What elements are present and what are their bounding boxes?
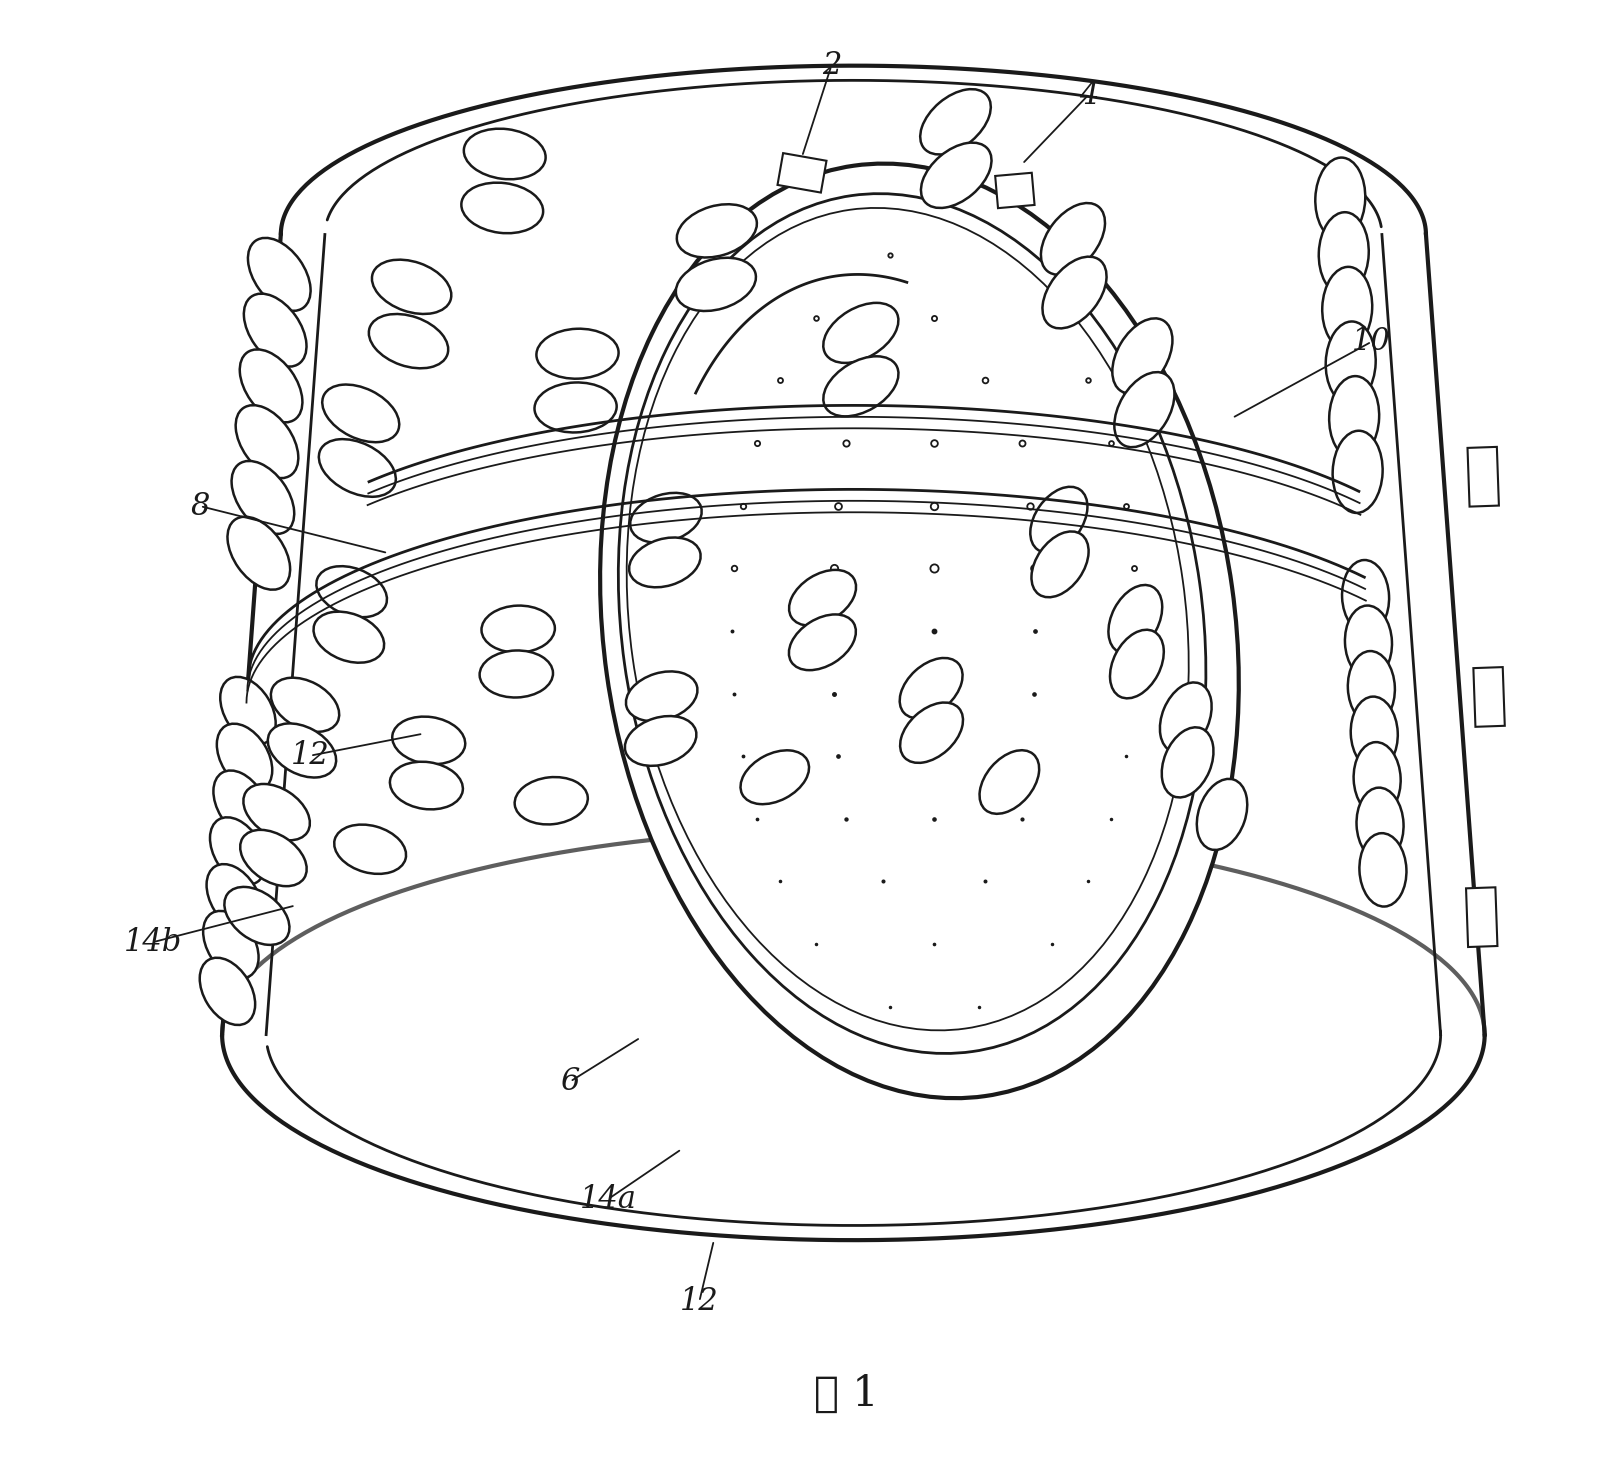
Ellipse shape [239, 350, 303, 422]
Ellipse shape [334, 824, 406, 874]
Ellipse shape [1030, 486, 1088, 553]
Text: 14a: 14a [579, 1184, 637, 1215]
Ellipse shape [217, 723, 273, 791]
Ellipse shape [231, 461, 294, 534]
Ellipse shape [462, 182, 544, 233]
Ellipse shape [1360, 833, 1407, 907]
Ellipse shape [271, 677, 338, 732]
Ellipse shape [1322, 267, 1373, 350]
Ellipse shape [1351, 697, 1397, 771]
Ellipse shape [207, 864, 261, 931]
Ellipse shape [319, 439, 396, 496]
Bar [1474, 667, 1505, 726]
Ellipse shape [1315, 157, 1365, 240]
Ellipse shape [1318, 212, 1368, 295]
Text: 10: 10 [1352, 326, 1391, 357]
Ellipse shape [204, 911, 258, 978]
Ellipse shape [1161, 728, 1214, 797]
Ellipse shape [534, 382, 616, 433]
Bar [1468, 448, 1498, 507]
Ellipse shape [1108, 585, 1163, 654]
Ellipse shape [1041, 203, 1105, 274]
Text: 图 1: 图 1 [813, 1374, 879, 1415]
Ellipse shape [464, 129, 545, 179]
Ellipse shape [630, 494, 701, 542]
Bar [778, 153, 826, 193]
Ellipse shape [823, 356, 898, 416]
Ellipse shape [1112, 319, 1173, 393]
Text: 12: 12 [290, 740, 329, 771]
Ellipse shape [1354, 742, 1400, 815]
Ellipse shape [225, 886, 289, 946]
Ellipse shape [241, 830, 306, 886]
Ellipse shape [789, 615, 857, 670]
Ellipse shape [390, 762, 464, 809]
Ellipse shape [213, 771, 269, 837]
Ellipse shape [741, 750, 808, 805]
Ellipse shape [629, 538, 701, 587]
Text: 14b: 14b [124, 926, 183, 957]
Ellipse shape [921, 142, 991, 207]
Ellipse shape [481, 606, 555, 652]
Ellipse shape [244, 293, 306, 366]
Ellipse shape [372, 259, 451, 314]
Ellipse shape [210, 817, 265, 885]
Ellipse shape [626, 716, 696, 766]
Ellipse shape [244, 784, 310, 840]
Ellipse shape [675, 258, 755, 311]
Ellipse shape [322, 384, 399, 442]
Ellipse shape [316, 566, 387, 617]
Ellipse shape [1357, 787, 1404, 861]
Ellipse shape [1344, 606, 1392, 679]
Ellipse shape [1115, 372, 1174, 448]
Ellipse shape [1031, 532, 1089, 597]
Ellipse shape [313, 612, 383, 662]
Ellipse shape [900, 702, 962, 763]
Ellipse shape [980, 750, 1039, 814]
Ellipse shape [600, 163, 1238, 1098]
Bar [1466, 888, 1498, 947]
Ellipse shape [900, 658, 962, 719]
Ellipse shape [220, 677, 276, 744]
Text: 4: 4 [1078, 80, 1099, 111]
Ellipse shape [823, 302, 898, 363]
Ellipse shape [268, 723, 337, 778]
Text: 6: 6 [560, 1066, 579, 1097]
Bar [994, 173, 1035, 207]
Ellipse shape [789, 571, 857, 625]
Ellipse shape [1347, 651, 1395, 725]
Ellipse shape [626, 671, 698, 722]
Ellipse shape [369, 314, 448, 369]
Ellipse shape [236, 405, 298, 479]
Text: 2: 2 [821, 50, 840, 82]
Ellipse shape [1325, 322, 1376, 403]
Ellipse shape [536, 329, 619, 379]
Ellipse shape [480, 651, 553, 698]
Ellipse shape [1343, 560, 1389, 633]
Ellipse shape [921, 89, 991, 154]
Ellipse shape [1197, 780, 1248, 851]
Text: 8: 8 [191, 491, 210, 522]
Ellipse shape [677, 205, 757, 258]
Ellipse shape [1160, 682, 1211, 753]
Ellipse shape [200, 957, 255, 1026]
Ellipse shape [1333, 431, 1383, 513]
Ellipse shape [393, 717, 465, 765]
Ellipse shape [1043, 256, 1107, 329]
Ellipse shape [1110, 630, 1165, 698]
Ellipse shape [249, 239, 311, 311]
Ellipse shape [228, 517, 290, 590]
Ellipse shape [1330, 376, 1379, 458]
Text: 12: 12 [680, 1286, 719, 1317]
Ellipse shape [515, 777, 587, 824]
